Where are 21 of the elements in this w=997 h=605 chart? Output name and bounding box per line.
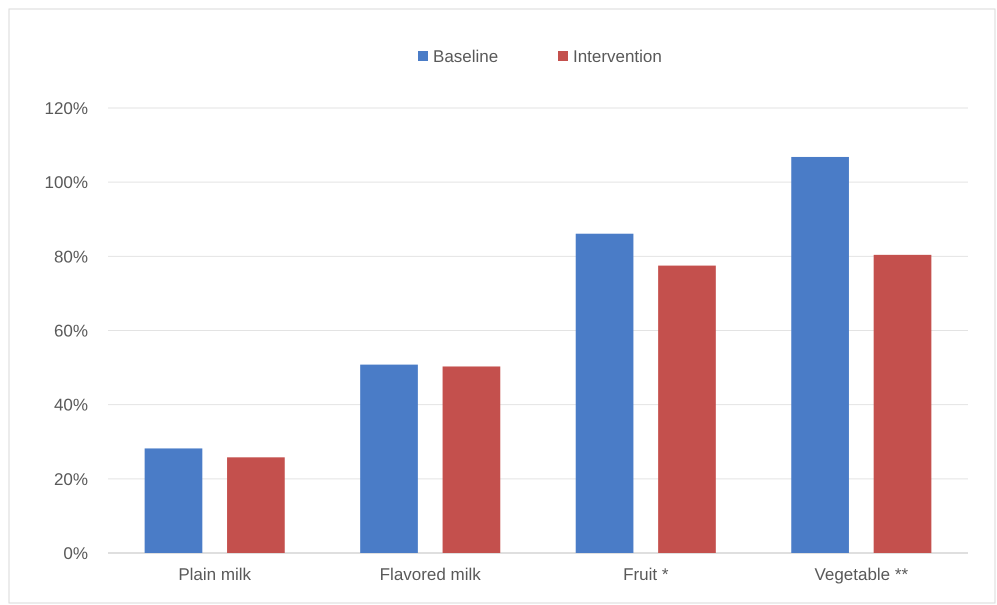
y-tick-label: 100% xyxy=(44,173,88,192)
bar xyxy=(360,364,418,553)
bar xyxy=(791,156,849,553)
x-tick-label: Fruit * xyxy=(623,565,669,584)
y-tick-label: 20% xyxy=(54,470,88,489)
y-tick-label: 80% xyxy=(54,247,88,266)
y-tick-label: 40% xyxy=(54,396,88,415)
legend-label: Intervention xyxy=(573,46,662,66)
x-tick-label: Flavored milk xyxy=(380,565,482,584)
bar xyxy=(658,266,716,553)
bar xyxy=(227,457,285,553)
y-tick-label: 120% xyxy=(44,98,88,118)
x-tick-label: Plain milk xyxy=(178,565,252,584)
bar xyxy=(576,234,634,553)
bar xyxy=(144,448,202,553)
bar xyxy=(874,254,932,553)
y-tick-label: 60% xyxy=(54,321,88,340)
legend-label: Baseline xyxy=(433,46,498,66)
x-tick-label: Vegetable ** xyxy=(814,565,908,584)
bar xyxy=(442,366,500,553)
y-tick-label: 0% xyxy=(63,544,88,563)
